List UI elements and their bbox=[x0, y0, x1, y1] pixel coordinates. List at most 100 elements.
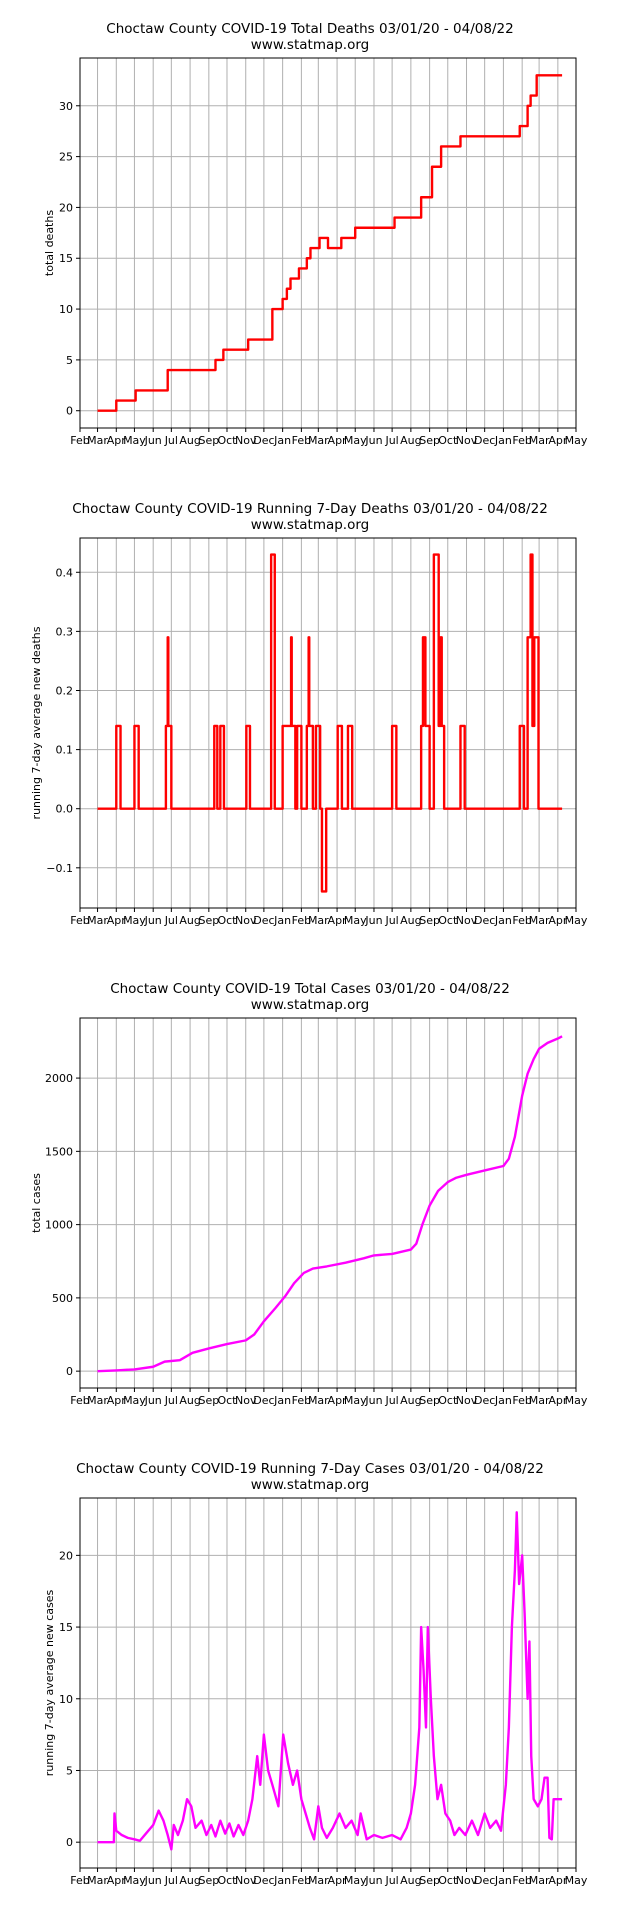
plot-frame bbox=[79, 537, 577, 909]
x-tick-label: Dec bbox=[253, 1394, 274, 1407]
x-tick-label: Apr bbox=[548, 1874, 568, 1887]
x-tick-label: Sep bbox=[419, 1394, 440, 1407]
x-tick-label: Oct bbox=[438, 1874, 458, 1887]
x-tick-label: May bbox=[565, 1874, 588, 1887]
x-tick-label: Apr bbox=[328, 1394, 348, 1407]
x-tick-label: May bbox=[123, 434, 146, 447]
x-tick-label: May bbox=[565, 434, 588, 447]
x-tick-label: Nov bbox=[235, 434, 257, 447]
x-tick-label: Feb bbox=[70, 434, 89, 447]
y-tick-label: 0.0 bbox=[56, 803, 74, 816]
x-tick-label: Apr bbox=[328, 1874, 348, 1887]
x-tick-label: Mar bbox=[529, 1874, 550, 1887]
x-tick-label: Jul bbox=[384, 1394, 398, 1407]
x-tick-label: Sep bbox=[419, 1874, 440, 1887]
x-tick-label: Jan bbox=[494, 1394, 512, 1407]
chart-panel-2: Choctaw County COVID-19 Running 7-Day De… bbox=[30, 501, 588, 927]
x-tick-label: Jan bbox=[273, 1874, 291, 1887]
x-tick-label: Dec bbox=[253, 1874, 274, 1887]
y-tick-label: 1500 bbox=[45, 1145, 73, 1158]
x-tick-label: Aug bbox=[179, 434, 200, 447]
x-tick-label: Mar bbox=[308, 1394, 329, 1407]
x-tick-label: Mar bbox=[529, 434, 550, 447]
x-tick-label: Sep bbox=[419, 434, 440, 447]
x-tick-label: Mar bbox=[87, 434, 108, 447]
x-tick-label: Feb bbox=[512, 1874, 531, 1887]
x-tick-label: Jun bbox=[144, 1394, 162, 1407]
x-tick-label: Jul bbox=[164, 914, 178, 927]
x-tick-label: Feb bbox=[512, 1394, 531, 1407]
y-tick-label: 0.3 bbox=[56, 625, 74, 638]
y-tick-label: 20 bbox=[59, 201, 73, 214]
x-tick-label: Dec bbox=[474, 1394, 495, 1407]
x-tick-label: May bbox=[123, 1394, 146, 1407]
x-tick-label: May bbox=[565, 1394, 588, 1407]
x-tick-label: Dec bbox=[474, 1874, 495, 1887]
y-tick-label: 0 bbox=[66, 405, 73, 418]
x-tick-label: Apr bbox=[548, 1394, 568, 1407]
chart-title: Choctaw County COVID-19 Running 7-Day Ca… bbox=[76, 1461, 544, 1477]
x-tick-label: Dec bbox=[474, 434, 495, 447]
x-tick-label: Jun bbox=[144, 1874, 162, 1887]
y-tick-label: 1000 bbox=[45, 1219, 73, 1232]
x-tick-label: Sep bbox=[198, 1874, 219, 1887]
chart-title: Choctaw County COVID-19 Total Cases 03/0… bbox=[110, 981, 510, 997]
x-tick-label: Jun bbox=[364, 1394, 382, 1407]
x-tick-label: Feb bbox=[70, 1874, 89, 1887]
x-tick-label: Jul bbox=[384, 434, 398, 447]
x-tick-label: Mar bbox=[87, 1874, 108, 1887]
x-tick-label: Apr bbox=[548, 914, 568, 927]
x-tick-label: Oct bbox=[217, 1394, 237, 1407]
x-tick-label: Jan bbox=[494, 434, 512, 447]
x-tick-label: Jul bbox=[384, 1874, 398, 1887]
x-tick-label: Sep bbox=[419, 914, 440, 927]
x-tick-label: Apr bbox=[328, 914, 348, 927]
x-tick-label: Apr bbox=[107, 1874, 127, 1887]
chart-subtitle: www.statmap.org bbox=[251, 517, 370, 533]
x-tick-label: May bbox=[344, 1874, 367, 1887]
y-axis-label: total deaths bbox=[43, 210, 56, 276]
plot-frame bbox=[79, 1017, 577, 1389]
chart-panel-1: Choctaw County COVID-19 Total Deaths 03/… bbox=[43, 21, 588, 447]
y-tick-label: −0.1 bbox=[46, 862, 73, 875]
x-tick-label: Nov bbox=[235, 1394, 257, 1407]
x-tick-label: Nov bbox=[456, 914, 478, 927]
y-tick-label: 0.2 bbox=[56, 684, 74, 697]
y-axis-label: total cases bbox=[30, 1173, 43, 1233]
x-tick-label: Mar bbox=[87, 914, 108, 927]
x-tick-label: Jun bbox=[364, 914, 382, 927]
y-tick-label: 10 bbox=[59, 303, 73, 316]
x-tick-label: May bbox=[344, 1394, 367, 1407]
x-tick-label: Mar bbox=[529, 1394, 550, 1407]
y-tick-label: 20 bbox=[59, 1549, 73, 1562]
y-axis-label: running 7-day average new deaths bbox=[30, 626, 43, 819]
y-tick-label: 15 bbox=[59, 252, 73, 265]
x-tick-label: Nov bbox=[235, 1874, 257, 1887]
x-tick-label: Nov bbox=[235, 914, 257, 927]
chart-subtitle: www.statmap.org bbox=[251, 997, 370, 1013]
x-tick-label: Jul bbox=[384, 914, 398, 927]
y-axis-label: running 7-day average new cases bbox=[43, 1590, 56, 1777]
x-tick-label: Aug bbox=[179, 914, 200, 927]
x-tick-label: Jun bbox=[364, 434, 382, 447]
x-tick-label: Aug bbox=[400, 914, 421, 927]
x-tick-label: Jul bbox=[164, 434, 178, 447]
x-tick-label: Apr bbox=[107, 434, 127, 447]
x-tick-label: Dec bbox=[253, 434, 274, 447]
x-tick-label: Jun bbox=[144, 914, 162, 927]
x-tick-label: Oct bbox=[438, 1394, 458, 1407]
chart-subtitle: www.statmap.org bbox=[251, 1477, 370, 1493]
x-tick-label: Nov bbox=[456, 1394, 478, 1407]
x-tick-label: Jan bbox=[494, 914, 512, 927]
x-tick-label: Feb bbox=[292, 1394, 311, 1407]
x-tick-label: Oct bbox=[217, 914, 237, 927]
plot-frame bbox=[79, 1497, 577, 1869]
x-tick-label: Aug bbox=[400, 1394, 421, 1407]
y-tick-label: 5 bbox=[66, 354, 73, 367]
x-tick-label: Feb bbox=[292, 1874, 311, 1887]
x-tick-label: Oct bbox=[217, 1874, 237, 1887]
chart-subtitle: www.statmap.org bbox=[251, 37, 370, 53]
x-tick-label: Mar bbox=[87, 1394, 108, 1407]
y-tick-label: 0 bbox=[66, 1836, 73, 1849]
